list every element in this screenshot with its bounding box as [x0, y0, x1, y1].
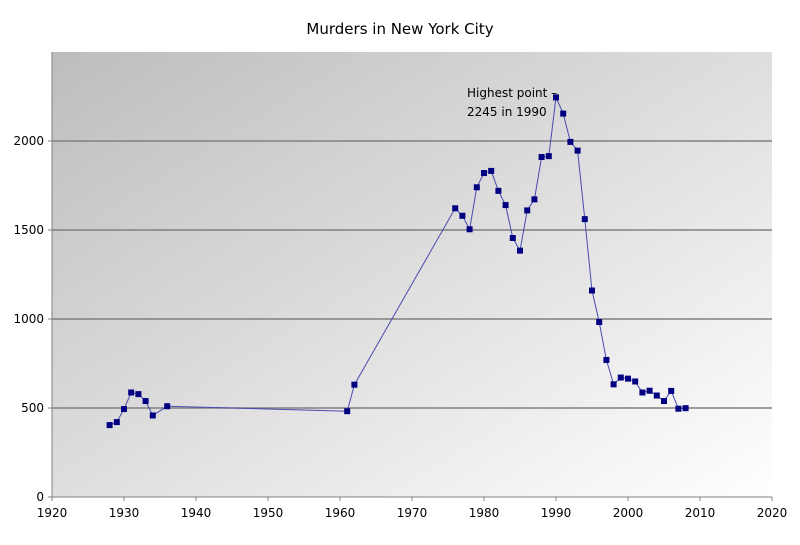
data-point — [149, 412, 156, 419]
y-tick-label: 500 — [21, 401, 44, 415]
data-point — [632, 378, 639, 385]
data-point — [617, 374, 624, 381]
data-point — [524, 207, 531, 214]
data-point — [639, 389, 646, 396]
data-point — [625, 375, 631, 382]
data-point — [610, 381, 617, 388]
data-point — [495, 187, 502, 194]
data-point — [459, 212, 466, 219]
x-tick-label: 1960 — [325, 506, 356, 520]
data-point — [473, 184, 480, 191]
data-point — [509, 235, 516, 242]
data-point — [553, 94, 559, 101]
data-point — [113, 419, 120, 426]
x-tick-label: 2020 — [757, 506, 788, 520]
y-tick-label: 1500 — [13, 223, 44, 237]
data-point — [452, 205, 459, 212]
x-tick-label: 1980 — [469, 506, 500, 520]
data-point — [128, 389, 135, 396]
data-point — [531, 196, 538, 203]
data-point — [545, 153, 552, 160]
y-tick-label: 1000 — [13, 312, 44, 326]
data-point — [603, 356, 610, 363]
data-point — [661, 398, 667, 405]
data-point — [589, 287, 595, 294]
data-point — [646, 387, 653, 394]
data-point — [675, 405, 682, 412]
data-point — [164, 403, 171, 410]
annotation-line-2: 2245 in 1990 — [467, 105, 547, 119]
x-tick-label: 1930 — [109, 506, 140, 520]
data-point — [682, 405, 689, 412]
data-point — [488, 167, 495, 174]
data-point — [502, 202, 509, 209]
x-tick-label: 1990 — [541, 506, 572, 520]
data-point — [574, 147, 581, 154]
data-point — [596, 319, 603, 326]
data-point — [581, 216, 588, 223]
y-tick-label: 2000 — [13, 134, 44, 148]
data-point — [135, 391, 142, 398]
chart-title: Murders in New York City — [306, 20, 494, 38]
data-point — [560, 110, 567, 117]
data-point — [106, 422, 113, 429]
data-point — [481, 170, 487, 177]
data-point — [142, 398, 149, 405]
x-tick-label: 2000 — [613, 506, 644, 520]
data-point — [121, 406, 127, 413]
x-tick-label: 1950 — [253, 506, 284, 520]
plot-area — [52, 52, 772, 497]
x-tick-label: 1920 — [37, 506, 68, 520]
data-point — [538, 154, 545, 161]
x-tick-label: 1940 — [181, 506, 212, 520]
data-point — [567, 138, 574, 145]
data-point — [344, 408, 351, 415]
data-point — [653, 392, 660, 399]
x-tick-label: 1970 — [397, 506, 428, 520]
annotation-line-1: Highest point – — [467, 86, 557, 100]
data-point — [351, 381, 358, 388]
x-tick-label: 2010 — [685, 506, 716, 520]
data-point — [517, 247, 523, 254]
data-point — [466, 226, 473, 233]
data-point — [668, 387, 675, 394]
y-tick-label: 0 — [36, 490, 44, 504]
